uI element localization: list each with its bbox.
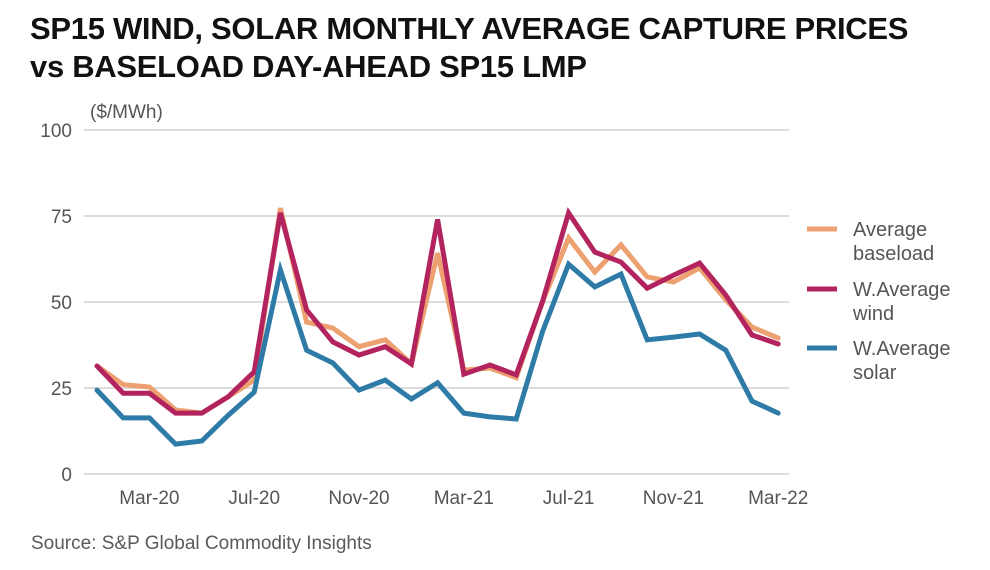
y-axis-unit-label: ($/MWh): [90, 102, 163, 123]
legend-label: Average: [853, 219, 927, 241]
legend: AveragebaseloadW.AveragewindW.Averagesol…: [807, 219, 950, 384]
x-tick-label: Mar-21: [434, 488, 494, 509]
legend-label: W.Average: [853, 338, 950, 360]
series-line-w-average-solar: [94, 259, 781, 447]
series-lines: [94, 207, 781, 447]
y-axis-ticks: 0 25 50 75 100: [40, 121, 72, 486]
x-tick-label: Nov-21: [643, 488, 704, 509]
chart-title-line-2: vs BASELOAD DAY-AHEAD SP15 LMP: [30, 49, 587, 84]
legend-label: solar: [853, 362, 897, 384]
y-tick-label: 25: [51, 379, 72, 400]
x-axis-ticks: Mar-20 Jul-20 Nov-20 Mar-21 Jul-21 Nov-21 Mar-…: [119, 488, 808, 509]
legend-label: wind: [852, 303, 894, 325]
source-note: Source: S&P Global Commodity Insights: [31, 533, 372, 554]
x-tick-label: Nov-20: [328, 488, 389, 509]
y-tick-label: 75: [51, 207, 72, 228]
y-tick-label: 50: [51, 293, 72, 314]
chart-title: SP15 WIND, SOLAR MONTHLY AVERAGE CAPTURE…: [30, 10, 908, 86]
legend-label: W.Average: [853, 279, 950, 301]
x-tick-label: Mar-22: [748, 488, 808, 509]
x-tick-label: Mar-20: [119, 488, 179, 509]
x-tick-label: Jul-21: [543, 488, 595, 509]
y-tick-label: 100: [40, 121, 72, 142]
y-tick-label: 0: [61, 465, 72, 486]
chart-title-line-1: SP15 WIND, SOLAR MONTHLY AVERAGE CAPTURE…: [30, 11, 909, 46]
gridlines: [84, 129, 789, 475]
legend-label: baseload: [853, 243, 934, 265]
x-tick-label: Jul-20: [228, 488, 280, 509]
